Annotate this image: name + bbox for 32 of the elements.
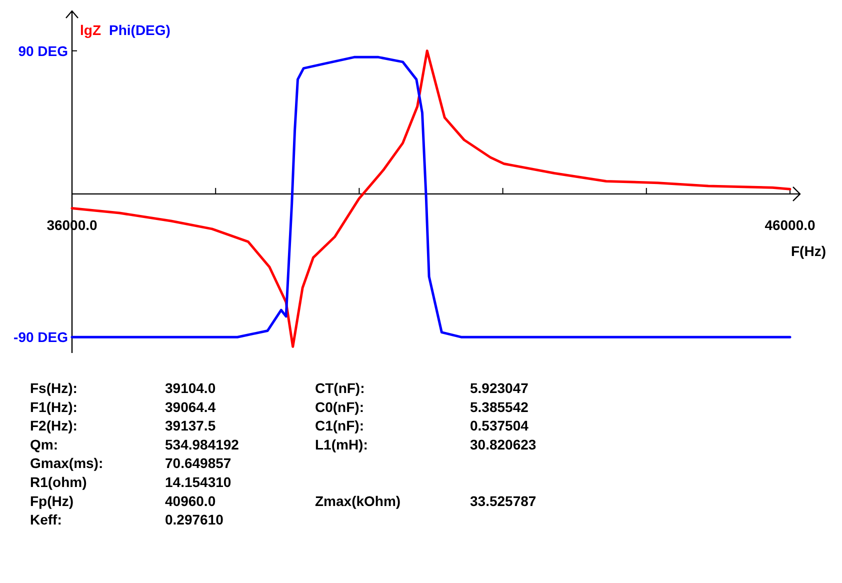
text: lgZ (80, 22, 102, 38)
text: C0(nF): (315, 398, 364, 415)
text: Gmax(ms): (30, 455, 104, 472)
text: 0.537504 (470, 418, 529, 434)
text: 0.297610 (165, 512, 224, 528)
y-tick-label: 90 DEG (18, 42, 68, 59)
text: 70.649857 (165, 455, 232, 472)
text: 39064.4 (165, 398, 216, 415)
y-tick-label: -90 DEG (14, 329, 68, 346)
text: 39137.5 (165, 418, 216, 434)
text: 534.984192 (165, 436, 240, 452)
text: F2(Hz): (30, 418, 78, 434)
text: 14.154310 (165, 474, 232, 490)
text: 39104.0 (165, 380, 216, 396)
x-tick-label: 46000.0 (764, 216, 816, 233)
text: 40960.0 (165, 492, 216, 509)
x-axis-title: F(Hz) (791, 242, 826, 259)
text: R1(ohm) (30, 474, 87, 490)
text: 5.923047 (470, 380, 529, 396)
text: C1(nF): (315, 418, 364, 434)
text: L1(mH): (315, 436, 368, 452)
text: 33.525787 (470, 492, 536, 509)
text: Fp(Hz) (30, 492, 74, 509)
text: Phi(DEG) (109, 22, 170, 38)
text: Qm: (30, 436, 58, 452)
text: CT(nF): (315, 380, 365, 396)
text: Fs(Hz): (30, 380, 78, 396)
text: F1(Hz): (30, 398, 78, 415)
text: Zmax(kOhm) (315, 492, 401, 509)
text: 30.820623 (470, 436, 536, 452)
text: 5.385542 (470, 398, 529, 415)
text: Keff: (30, 512, 62, 528)
